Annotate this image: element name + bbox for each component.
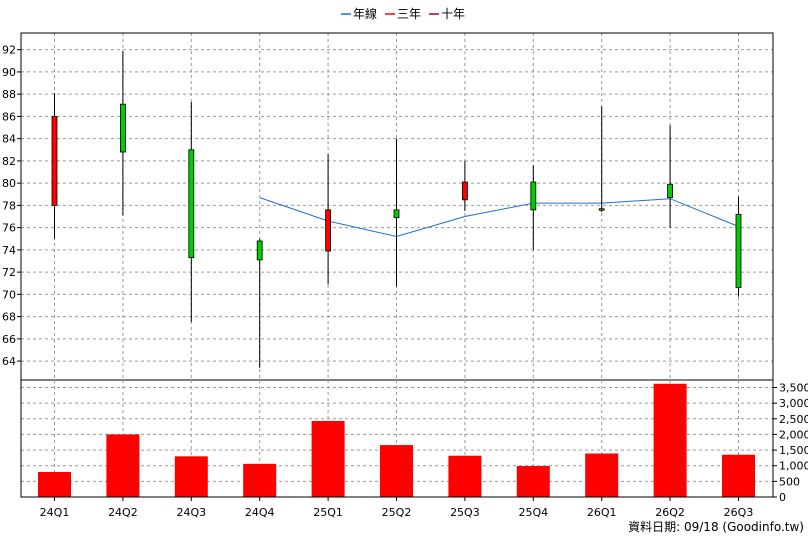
price-y-tick-label: 76 [2,222,16,235]
price-y-tick-label: 80 [2,177,16,190]
x-tick-label: 26Q3 [724,506,754,519]
price-y-tick-label: 90 [2,66,16,79]
candle-body [598,208,605,211]
volume-y-tick-label: 1,000 [779,460,808,473]
price-y-tick-label: 70 [2,288,16,301]
volume-bar [722,454,755,497]
volume-bar [243,463,277,497]
candle-body [120,103,126,153]
candle-body [461,181,468,201]
price-panel: 64 66 68 70 72 74 76 78 80 82 84 86 88 90 92 [2,32,774,381]
volume-y-tick-label: 500 [779,475,800,488]
legend-label: 十年 [441,7,465,21]
volume-bar [106,434,140,497]
volume-y-tick-label: 2,000 [779,428,808,441]
volume-bar [585,453,619,497]
price-y-tick-label: 82 [2,155,16,168]
candle-body [256,240,263,261]
candle-body [188,149,195,259]
year-line-series [259,197,739,238]
price-y-tick-label: 68 [2,311,16,324]
x-tick-label: 25Q3 [450,506,480,519]
volume-y-tick-label: 2,500 [779,413,808,426]
volume-bar [311,420,345,497]
x-tick-label: 24Q4 [245,506,275,519]
volume-bar [380,445,413,497]
price-y-tick-label: 72 [2,266,16,279]
x-tick-label: 25Q4 [518,506,548,519]
x-tick-label: 24Q2 [108,506,138,519]
x-tick-label: 24Q1 [40,506,70,519]
x-axis: 24Q1 24Q2 24Q3 24Q4 25Q1 25Q2 25Q3 25Q4 26Q1 26Q2… [40,497,754,519]
volume-bar [653,383,687,497]
price-y-tick-label: 64 [2,355,16,368]
x-tick-label: 26Q1 [587,506,617,519]
volume-bar [38,471,71,497]
candle-body [667,183,673,199]
footer-date-source: 資料日期: 09/18 (Goodinfo.tw) [628,520,804,534]
legend: 年線 三年 十年 [341,6,465,21]
x-tick-label: 25Q2 [382,506,412,519]
candle-body [325,209,332,252]
price-y-tick-label: 66 [2,333,16,346]
legend-label: 年線 [353,6,377,21]
price-y-tick-label: 78 [2,199,16,212]
volume-y-tick-label: 3,500 [779,382,808,395]
price-y-tick-label: 86 [2,110,16,123]
x-tick-label: 26Q2 [655,506,685,519]
price-y-tick-label: 84 [2,133,16,146]
legend-label: 三年 [397,7,421,21]
candle-body [735,213,742,289]
price-y-tick-label: 74 [2,244,16,257]
candle-body [530,181,537,211]
volume-bar [516,466,550,497]
candle-body [51,116,58,206]
x-tick-label: 25Q1 [313,506,343,519]
candle-body [393,209,400,219]
volume-y-tick-label: 1,500 [779,444,808,457]
x-tick-label: 24Q3 [176,506,206,519]
volume-panel: 0 500 1,000 1,500 2,000 2,500 3,000 3,500 [20,32,808,504]
volume-y-tick-label: 0 [779,491,786,504]
price-y-tick-label: 92 [2,44,16,57]
volume-bar [174,456,208,497]
volume-y-tick-label: 3,000 [779,397,808,410]
price-y-tick-label: 88 [2,88,16,101]
volume-bar [448,455,482,497]
